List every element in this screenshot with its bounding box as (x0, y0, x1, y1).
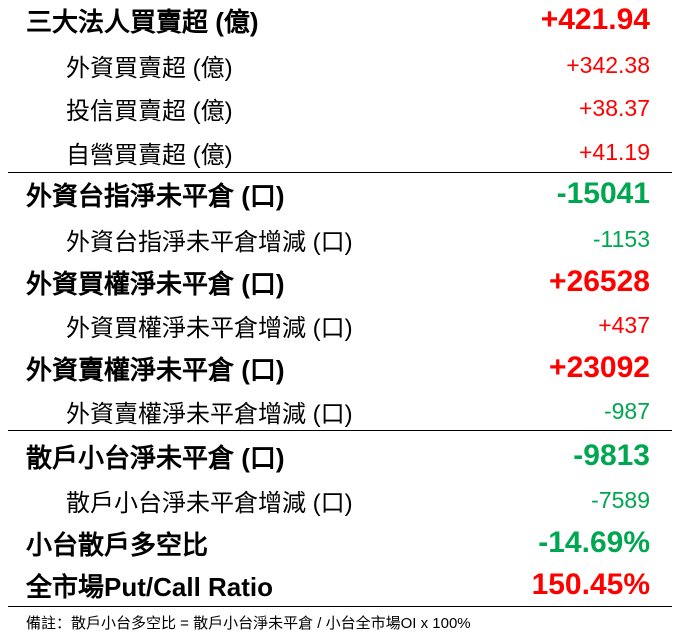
row-value: +342.38 (566, 51, 650, 78)
divider (8, 172, 672, 173)
row-label: 小台散戶多空比 (26, 529, 209, 560)
table-row: 全市場Put/Call Ratio 150.45% (0, 563, 680, 607)
row-label: 外資買權淨未平倉 (口) (26, 268, 285, 299)
divider (8, 430, 672, 431)
row-value: -14.69% (538, 526, 650, 559)
row-label: 外資賣權淨未平倉 (口) (26, 354, 285, 385)
row-label: 外資買權淨未平倉增減 (口) (66, 314, 353, 342)
row-value: +23092 (549, 351, 650, 384)
table-row: 外資買權淨未平倉增減 (口) +437 (0, 303, 680, 347)
row-value: +38.37 (579, 94, 650, 121)
row-value: +41.19 (579, 138, 650, 165)
table-row: 外資買權淨未平倉 (口) +26528 (0, 260, 680, 304)
row-label: 外資台指淨未平倉增減 (口) (66, 228, 353, 256)
table-row: 三大法人買賣超 (億) +421.94 (0, 0, 680, 42)
table-row: 外資賣權淨未平倉 (口) +23092 (0, 346, 680, 390)
table-row: 外資買賣超 (億) +342.38 (0, 43, 680, 87)
row-label: 外資賣權淨未平倉增減 (口) (66, 400, 353, 428)
table-row: 外資台指淨未平倉 (口) -15041 (0, 172, 680, 216)
table-row: 外資賣權淨未平倉增減 (口) -987 (0, 389, 680, 433)
table-row: 散戶小台淨未平倉 (口) -9813 (0, 434, 680, 478)
row-label: 外資買賣超 (億) (66, 54, 233, 82)
row-label: 外資台指淨未平倉 (口) (26, 180, 285, 211)
row-value: -1153 (592, 225, 650, 252)
row-value: +26528 (549, 265, 650, 298)
row-value: +421.94 (540, 3, 650, 36)
table-row: 外資台指淨未平倉增減 (口) -1153 (0, 217, 680, 261)
row-value: +437 (598, 311, 650, 338)
footnote: 備註：散戶小台多空比 = 散戶小台淨未平倉 / 小台全市場OI x 100% (26, 615, 471, 632)
divider (8, 606, 672, 607)
row-label: 散戶小台淨未平倉 (口) (26, 442, 285, 473)
row-value: -9813 (573, 439, 650, 472)
row-label: 全市場Put/Call Ratio (26, 571, 274, 602)
row-value: -7589 (591, 486, 650, 513)
row-label: 投信買賣超 (億) (66, 97, 233, 125)
row-value: 150.45% (531, 568, 650, 601)
row-label: 自營買賣超 (億) (66, 141, 233, 169)
row-label: 三大法人買賣超 (億) (26, 6, 259, 37)
row-value: -15041 (556, 177, 650, 210)
row-label: 散戶小台淨未平倉增減 (口) (66, 489, 353, 517)
table-row: 投信買賣超 (億) +38.37 (0, 86, 680, 130)
table-row: 散戶小台淨未平倉增減 (口) -7589 (0, 478, 680, 522)
row-value: -987 (603, 397, 650, 424)
table-row: 自營買賣超 (億) +41.19 (0, 130, 680, 174)
table-row: 小台散戶多空比 -14.69% (0, 521, 680, 565)
